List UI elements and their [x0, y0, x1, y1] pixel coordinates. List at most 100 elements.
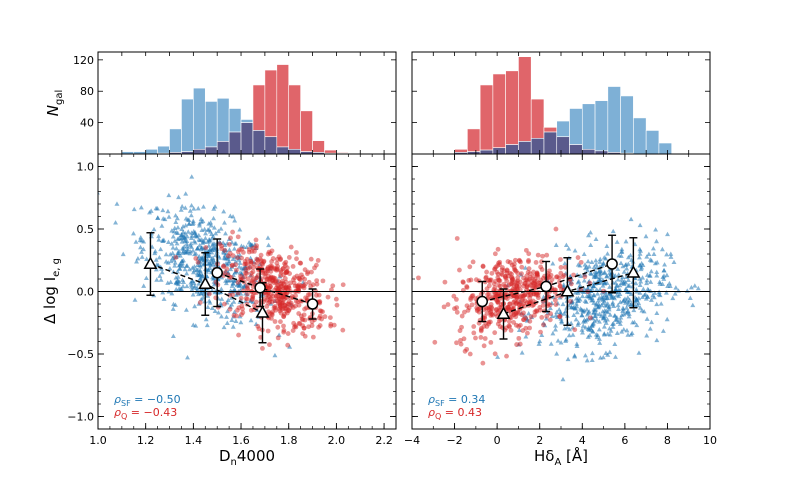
sf-data-point	[586, 232, 591, 238]
sf-histogram-bar	[556, 120, 570, 138]
sf-data-point	[143, 275, 149, 281]
sf-data-point	[594, 334, 600, 340]
q-data-point	[483, 275, 489, 281]
sf-data-point	[188, 282, 194, 287]
q-histogram-bar	[264, 69, 278, 138]
sf-data-point	[539, 332, 545, 338]
sf-data-point	[647, 326, 653, 331]
sf-data-point	[160, 207, 166, 213]
sf-data-point	[580, 330, 585, 335]
sf-data-point	[583, 299, 589, 304]
sf-data-point	[179, 260, 185, 266]
sf-data-point	[618, 315, 624, 320]
q-binned-marker	[540, 280, 552, 293]
rho-sf-label: ρSF = 0.34	[428, 393, 485, 408]
sf-data-point	[172, 260, 178, 265]
q-data-point	[306, 279, 312, 285]
sf-data-point	[204, 322, 210, 328]
q-data-point	[575, 255, 581, 260]
sf-data-point	[226, 247, 232, 252]
q-data-point	[507, 270, 513, 276]
overlap-histogram-bar	[252, 130, 266, 154]
q-data-point	[241, 288, 246, 294]
sf-data-point	[232, 218, 238, 223]
sf-data-point	[616, 272, 622, 277]
q-data-point	[461, 336, 467, 342]
q-data-point	[231, 313, 237, 318]
sf-data-point	[626, 282, 632, 288]
sf-data-point	[184, 238, 190, 244]
q-data-point	[259, 261, 265, 266]
sf-data-point	[623, 274, 629, 279]
q-data-point	[292, 275, 297, 281]
sf-data-point	[523, 334, 529, 339]
q-data-point	[197, 300, 203, 305]
sf-data-point	[131, 206, 137, 212]
sf-data-point	[153, 266, 159, 272]
sf-data-point	[623, 300, 628, 305]
x-tick-label: 2	[536, 434, 543, 447]
q-data-point	[244, 261, 250, 267]
x-tick-label: 1.8	[280, 434, 298, 447]
overlap-histogram-bar	[556, 136, 570, 154]
q-data-point	[492, 351, 498, 357]
q-data-point	[497, 262, 502, 267]
sf-data-point	[178, 207, 184, 212]
sf-data-point	[615, 277, 621, 282]
q-data-point	[519, 271, 524, 277]
q-data-point	[482, 336, 488, 341]
sf-data-point	[647, 273, 653, 278]
sf-data-point	[206, 237, 212, 242]
sf-data-point	[237, 260, 243, 265]
overlap-histogram-bar	[264, 136, 278, 154]
q-data-point	[489, 311, 494, 317]
sf-data-point	[651, 251, 657, 256]
x-tick-label: 2.0	[328, 434, 346, 447]
sf-data-point	[593, 257, 599, 263]
sf-data-point	[662, 262, 668, 267]
q-data-point	[572, 327, 578, 333]
sf-data-point	[564, 324, 570, 330]
sf-data-point	[160, 216, 166, 221]
sf-data-point	[133, 239, 139, 244]
sf-data-point	[223, 278, 229, 283]
q-data-point	[521, 293, 526, 299]
q-data-point	[504, 353, 509, 359]
sf-data-point	[195, 205, 201, 211]
sf-data-point	[191, 267, 197, 273]
overlap-histogram-bar	[479, 149, 494, 154]
q-data-point	[193, 256, 199, 261]
sf-data-point	[561, 282, 567, 287]
q-binned-marker	[306, 298, 319, 310]
q-data-point	[283, 279, 289, 285]
sf-data-point	[202, 226, 208, 232]
sf-data-point	[607, 325, 613, 331]
sf-data-point	[580, 323, 586, 328]
q-data-point	[552, 297, 558, 303]
sf-data-point	[188, 249, 193, 254]
sf-data-point	[211, 215, 217, 221]
sf-data-point	[671, 259, 677, 264]
sf-data-point	[601, 255, 607, 260]
sf-data-point	[626, 311, 632, 316]
q-data-point	[320, 278, 326, 284]
q-data-point	[506, 323, 512, 329]
q-data-point	[233, 262, 239, 267]
q-data-point	[519, 297, 524, 302]
q-data-point	[285, 342, 291, 348]
sf-data-point	[621, 297, 627, 303]
sf-data-point	[221, 324, 227, 330]
sf-data-point	[173, 230, 179, 235]
q-data-point	[442, 279, 448, 285]
sf-data-point	[229, 302, 235, 307]
sf-data-point	[212, 204, 218, 209]
q-data-point	[527, 318, 533, 324]
sf-data-point	[194, 270, 200, 276]
sf-data-point	[169, 241, 175, 246]
q-data-point	[260, 270, 266, 276]
q-data-point	[280, 278, 285, 284]
x-axis-label: Dn4000	[219, 447, 275, 468]
sf-data-point	[167, 251, 173, 257]
q-data-point	[525, 330, 530, 336]
q-data-point	[552, 287, 557, 293]
